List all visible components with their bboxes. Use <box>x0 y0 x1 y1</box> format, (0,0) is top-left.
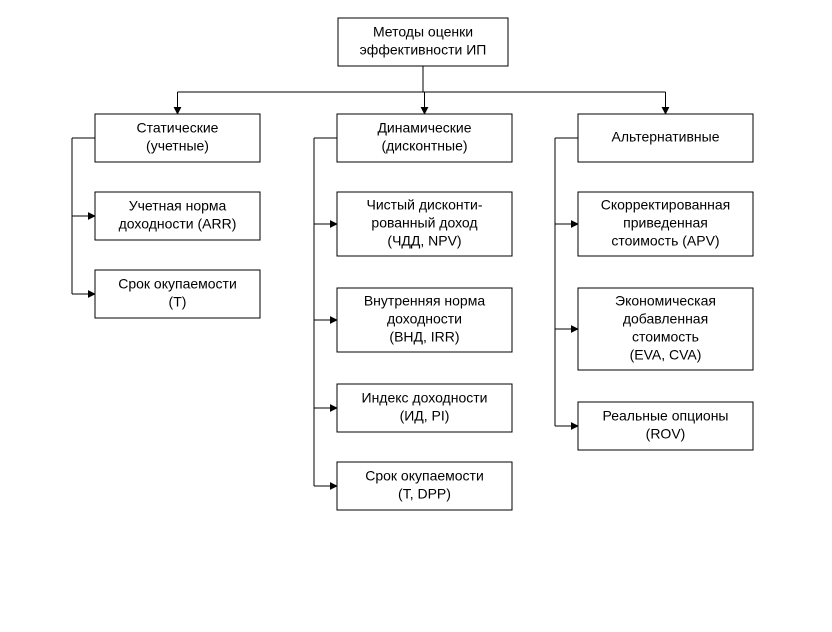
node-col3_c: Реальные опционы (ROV) <box>578 402 753 450</box>
node-label: Индекс доходности <box>362 390 488 406</box>
node-label: рованный доход <box>371 215 477 231</box>
node-label: (ЧДД, NPV) <box>387 233 461 249</box>
node-col2_c: Индекс доходности (ИД, PI) <box>337 384 512 432</box>
node-label: (Т, DPP) <box>398 486 451 502</box>
node-label: доходности <box>387 311 462 327</box>
node-label: (учетные) <box>146 138 209 154</box>
node-col3_a: Скорректированная приведенная стоимость (A… <box>578 192 753 256</box>
node-label: Альтернативные <box>612 129 720 145</box>
node-label: (дисконтные) <box>381 138 467 154</box>
node-label: стоимость (APV) <box>611 233 719 249</box>
node-label: (Т) <box>169 294 187 310</box>
node-label: Экономическая <box>615 293 716 309</box>
node-col1_a: Учетная норма доходности (ARR) <box>95 192 260 240</box>
node-col2_d: Срок окупаемости (Т, DPP) <box>337 462 512 510</box>
node-label: (ВНД, IRR) <box>389 329 459 345</box>
node-label: Чистый дисконти- <box>366 197 482 213</box>
node-label: добавленная <box>623 311 708 327</box>
node-label: Скорректированная <box>601 197 731 213</box>
node-label: доходности (ARR) <box>119 216 237 232</box>
node-col2_b: Внутренняя норма доходности (ВНД, IRR) <box>337 288 512 352</box>
node-label: Динамические <box>377 120 471 136</box>
node-col2_head: Динамические (дисконтные) <box>337 114 512 162</box>
node-label: (ROV) <box>646 426 686 442</box>
node-col1_head: Статические (учетные) <box>95 114 260 162</box>
node-label: Внутренняя норма <box>364 293 485 309</box>
node-label: стоимость <box>632 329 699 345</box>
node-label: (ИД, PI) <box>400 408 450 424</box>
node-label: Статические <box>137 120 219 136</box>
node-label: Методы оценки <box>373 24 473 40</box>
node-col2_a: Чистый дисконти-рованный доход (ЧДД, NPV) <box>337 192 512 256</box>
node-root: Методы оценки эффективности ИП <box>338 18 508 66</box>
node-label: Срок окупаемости <box>365 468 484 484</box>
node-label: Учетная норма <box>129 198 227 214</box>
node-col1_b: Срок окупаемости (Т) <box>95 270 260 318</box>
node-label: приведенная <box>623 215 708 231</box>
node-label: эффективности ИП <box>360 42 487 58</box>
diagram-canvas: Методы оценки эффективности ИП Статические… <box>0 0 832 632</box>
node-label: Реальные опционы <box>602 408 728 424</box>
node-col3_b: Экономическая добавленная стоимость (EVA, C… <box>578 288 753 370</box>
node-label: Срок окупаемости <box>118 276 237 292</box>
node-col3_head: Альтернативные <box>578 114 753 162</box>
node-label: (EVA, CVA) <box>630 347 702 363</box>
